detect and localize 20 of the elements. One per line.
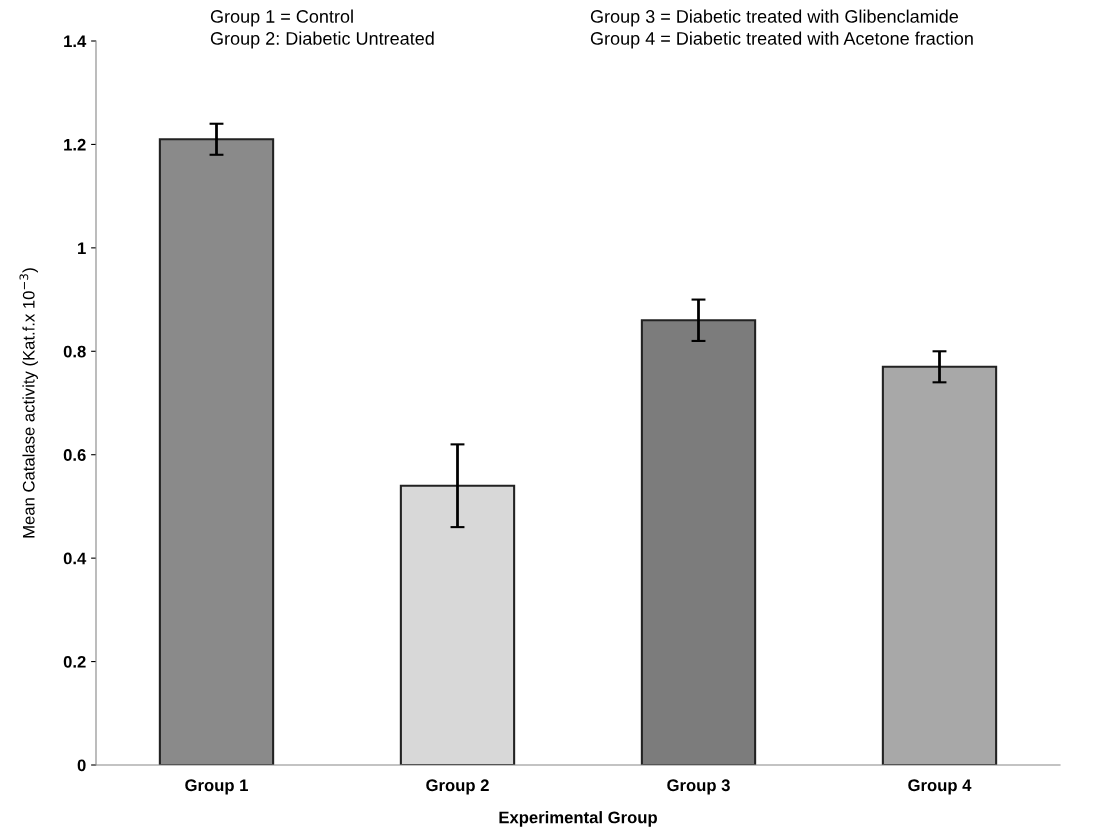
y-tick-label: 1.2 [64, 138, 86, 151]
y-axis-title: Mean Catalase activity (Kat.f.x 10$^{−3}$) [19, 268, 38, 538]
text: Group 1 = Control [210, 9, 353, 27]
x-tick-label: Group 2 [426, 779, 489, 795]
y-tick-label: 0.6 [63, 449, 86, 461]
annotation: Group 4 = Diabetic treated with Acetone fraction [590, 31, 973, 49]
x-tick-label: Group 4 [908, 779, 972, 795]
y-tick-label: 0.8 [63, 345, 86, 358]
bar [399, 484, 516, 765]
y-tick-label: 0.4 [63, 552, 87, 565]
annotation: Group 2: Diabetic Untreated [210, 31, 434, 49]
x-axis-title: Experimental Group [499, 811, 657, 827]
x-tick-label: Group 1 [185, 779, 248, 795]
text: Group 3 = Diabetic treated with Glibenclamide [590, 9, 959, 27]
y-tick-label: 1.4 [64, 35, 87, 48]
x-tick-label: Group 3 [667, 779, 730, 795]
y-tick-label: 1 [78, 242, 86, 254]
y-tick-label: 0 [77, 759, 86, 772]
bar [881, 365, 998, 765]
y-tick-label: 0.2 [63, 655, 86, 668]
